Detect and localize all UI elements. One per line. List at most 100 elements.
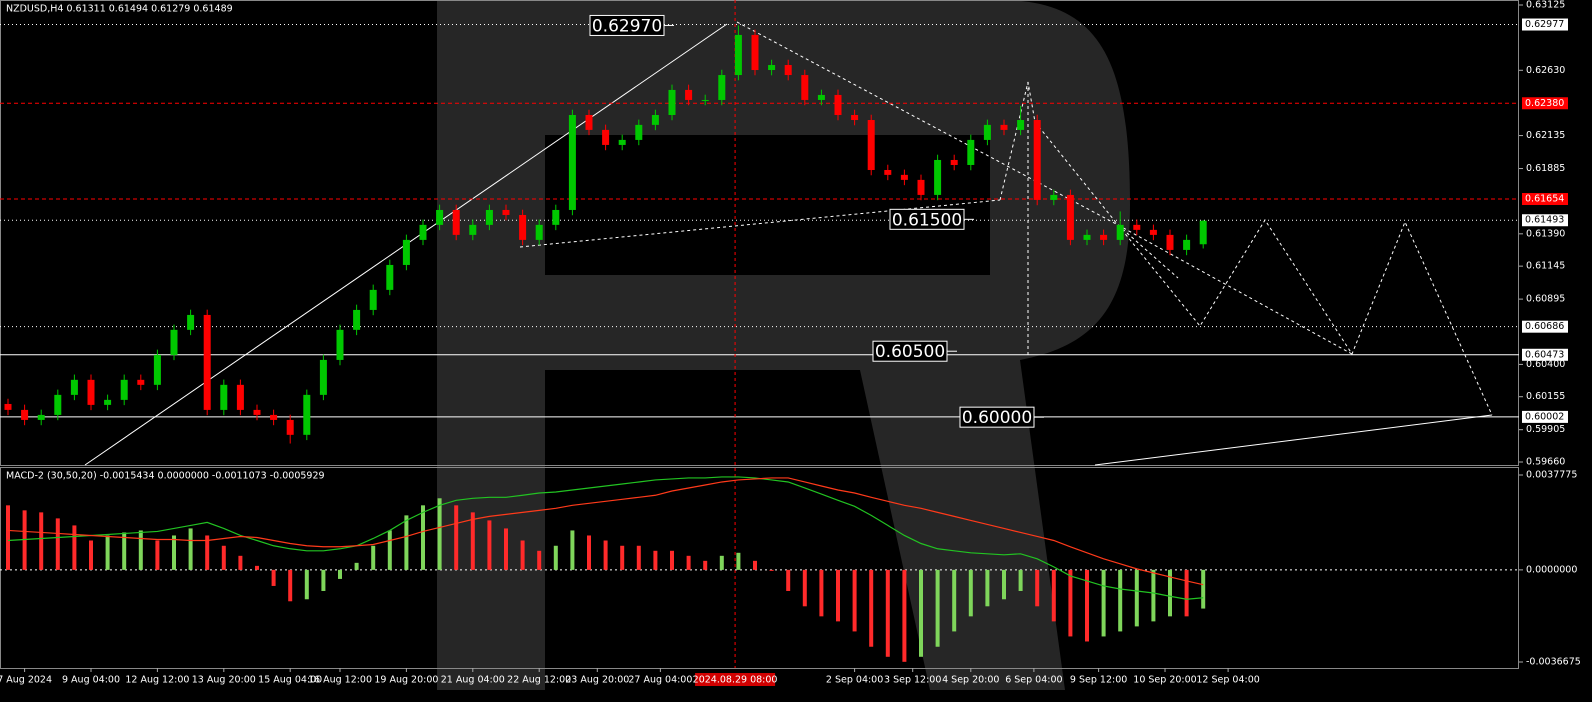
annotation-label: 0.61500 [892,210,962,230]
level-label: 0.61493 [1525,215,1564,226]
histogram-bar [885,569,890,657]
histogram-bar [653,550,658,570]
candle-body [1050,194,1058,200]
level-label: 0.62977 [1525,19,1564,30]
y-tick-label: 0.61390 [1526,228,1565,239]
level-label-box [1522,193,1568,206]
histogram-bar [172,535,176,570]
x-tick-label: 16 Aug 12:00 [308,675,372,686]
histogram-bar [454,505,459,570]
histogram-bar [769,569,774,571]
histogram-bar [1151,569,1156,622]
histogram-bar [487,520,492,570]
candle-body [436,209,444,225]
candle-body [469,224,477,235]
price-pane-border [0,0,1519,466]
histogram-bar [72,525,77,570]
histogram-bar [603,540,608,570]
candle-body [1199,220,1207,245]
candle-body [519,214,527,240]
candles [4,25,1207,444]
candle-body [817,94,825,100]
histogram-bar [985,569,990,607]
histogram-bar [1201,569,1206,609]
candle-body [1066,194,1074,240]
histogram-bar [288,569,293,602]
y-tick-label: 0.63125 [1526,0,1565,11]
candle-body [867,120,875,170]
histogram [6,498,1206,662]
level-label-box [1522,320,1568,333]
candle-body [21,409,29,420]
candle-body [801,75,809,100]
candle-body [502,209,510,215]
y-tick-label: 0.61145 [1526,261,1565,272]
x-tick-label: 23 Aug 20:00 [565,675,629,686]
histogram-bar [504,528,508,570]
candle-body [170,329,178,355]
macd-header: MACD-2 (30,50,20) -0.0015434 0.0000000 -… [6,471,325,482]
level-label-box [1522,214,1568,227]
histogram-bar [819,569,824,617]
level-label: 0.62380 [1525,98,1564,109]
candle-body [668,89,676,115]
candle-body [618,139,626,145]
candle-body [635,124,643,140]
level-label: 0.60002 [1525,411,1564,422]
x-tick-label: 9 Aug 04:00 [62,675,120,686]
candle-body [220,384,228,410]
y-tick-label: 0.60895 [1526,294,1565,305]
histogram-bar [553,545,558,570]
level-label-box [1522,18,1568,31]
level-label-box [1522,348,1568,361]
annotation-label: 0.60000 [962,408,1032,428]
histogram-bar [105,535,110,570]
candle-body [1017,120,1025,130]
candle-body [286,419,294,435]
histogram-bar [520,540,525,570]
candle-body [236,384,244,410]
level-label: 0.60686 [1525,321,1564,332]
x-tick-label: 10 Sep 20:00 [1133,675,1196,686]
candle-body [1083,234,1091,240]
candle-body [70,379,78,395]
annotation-label: 0.62970 [592,16,662,36]
candle-body [1183,239,1191,250]
histogram-bar [736,552,741,570]
candle-body [137,379,145,385]
histogram-bar [404,515,409,570]
histogram-bar [686,555,691,570]
x-tick-label: 15 Aug 04:00 [258,675,322,686]
x-tick-label: 2 Sep 04:00 [826,675,883,686]
level-label: 0.61654 [1525,194,1564,205]
macd-line [7,477,1204,586]
candle-body [402,239,410,265]
candle-body [369,289,377,310]
histogram-bar [421,505,425,570]
histogram-bar [902,569,907,662]
candle-body [1166,234,1174,250]
histogram-bar [470,512,475,570]
level-label-box [1522,97,1568,110]
histogram-bar [338,569,342,579]
candle-body [485,209,493,225]
histogram-bar [802,569,807,607]
y-tick-label: 0.59905 [1526,424,1565,435]
x-tick-label: 13 Aug 20:00 [192,675,256,686]
candle-body [4,403,12,410]
macd-pane-border [0,467,1519,669]
histogram-bar [1184,569,1189,617]
candle-body [87,379,95,405]
y-tick-label: 0.0000000 [1526,564,1577,575]
candle-body [153,354,161,385]
y-tick-label: 0.0037775 [1526,470,1577,481]
y-tick-label: 0.59660 [1526,457,1565,468]
candle-body [950,159,958,165]
histogram-bar [636,545,641,570]
candle-body [900,174,908,180]
y-tick-label: -0.0036675 [1526,657,1581,668]
histogram-bar [354,562,359,570]
histogram-bar [786,569,791,591]
candle-body [651,114,659,125]
histogram-bar [952,569,957,632]
